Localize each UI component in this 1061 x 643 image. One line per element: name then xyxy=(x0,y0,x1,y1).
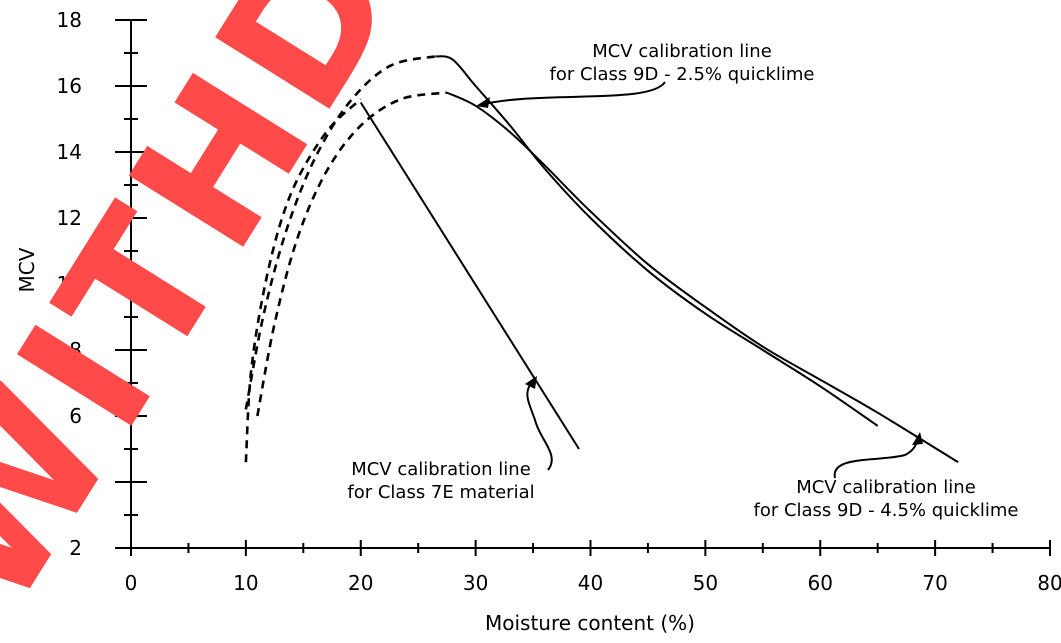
annotation-7e-line2: for Class 7E material xyxy=(347,482,534,503)
x-tick-label: 60 xyxy=(808,571,833,595)
x-tick-label: 40 xyxy=(578,571,603,595)
y-tick-label: 18 xyxy=(57,8,82,32)
y-tick-label: 16 xyxy=(57,74,82,98)
axis-ticks xyxy=(115,19,1051,556)
annotation-7e-arrowhead xyxy=(525,376,537,389)
tick-labels: 0 10 20 30 40 50 60 70 80 2 4 6 8 10 12 14 16 18 xyxy=(57,8,1061,595)
x-tick-label: 10 xyxy=(233,571,258,595)
annotation-9d-4-5-line1: MCV calibration line xyxy=(796,477,976,498)
annotation-9d-4-5-arrowhead xyxy=(912,432,923,445)
series-class-9d-4-5-dashed xyxy=(256,91,448,417)
y-tick-label: 6 xyxy=(69,404,82,428)
annotation-9d-2-5: MCV calibration line for Class 9D - 2.5%… xyxy=(476,41,815,108)
x-tick-label: 50 xyxy=(693,571,718,595)
y-tick-label: 12 xyxy=(57,206,82,230)
y-tick-label: 2 xyxy=(69,536,82,560)
annotation-9d-2-5-arrowhead xyxy=(476,97,490,108)
series-class-9d-2-5-dashed xyxy=(244,55,436,410)
annotation-9d-4-5-line2: for Class 9D - 4.5% quicklime xyxy=(753,500,1018,521)
x-tick-label: 20 xyxy=(348,571,373,595)
y-tick-label: 8 xyxy=(69,338,82,362)
y-tick-label: 14 xyxy=(57,140,82,164)
series-group xyxy=(244,55,959,464)
annotation-9d-2-5-line2: for Class 9D - 2.5% quicklime xyxy=(549,64,814,85)
withdrawn-watermark: WITHDRAWN xyxy=(0,0,798,643)
x-tick-label: 80 xyxy=(1037,571,1061,595)
annotation-7e-line1: MCV calibration line xyxy=(351,459,531,480)
y-axis-title: MCV xyxy=(15,247,39,292)
annotation-9d-4-5: MCV calibration line for Class 9D - 4.5%… xyxy=(753,432,1019,521)
x-tick-label: 30 xyxy=(463,571,488,595)
annotation-9d-4-5-leader xyxy=(833,436,919,479)
series-class-7e xyxy=(359,101,580,450)
annotation-9d-2-5-line1: MCV calibration line xyxy=(592,41,772,62)
x-tick-label: 0 xyxy=(125,571,138,595)
annotation-7e: MCV calibration line for Class 7E materi… xyxy=(347,376,553,503)
series-class-9d-2-5 xyxy=(435,55,879,427)
annotation-7e-leader xyxy=(526,377,553,471)
x-tick-label: 70 xyxy=(922,571,947,595)
annotation-9d-2-5-leader xyxy=(479,81,666,106)
watermark-text: WITHDRAWN xyxy=(0,0,798,643)
y-tick-label: 4 xyxy=(69,470,82,494)
x-axis-title: Moisture content (%) xyxy=(485,611,695,635)
y-tick-label: 10 xyxy=(57,272,82,296)
series-class-9d-4-5 xyxy=(446,91,959,464)
